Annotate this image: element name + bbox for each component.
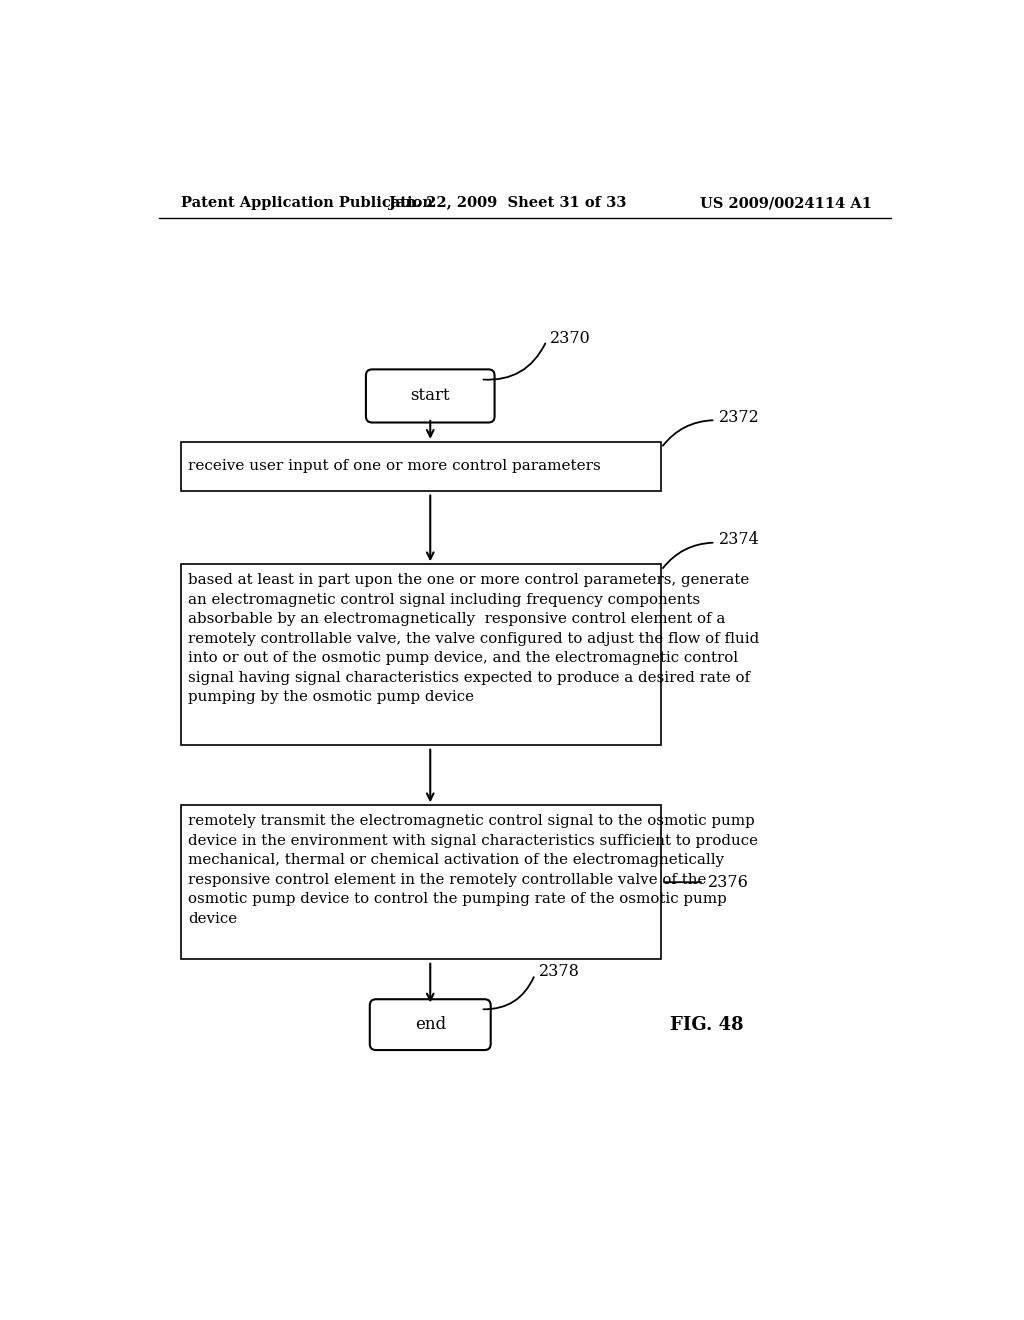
Bar — [180, 442, 662, 491]
Text: 2378: 2378 — [539, 964, 580, 979]
Text: 2374: 2374 — [719, 531, 760, 548]
Text: 2372: 2372 — [719, 409, 760, 425]
Bar — [180, 564, 662, 744]
Text: remotely transmit the electromagnetic control signal to the osmotic pump
device : remotely transmit the electromagnetic co… — [188, 814, 759, 925]
FancyBboxPatch shape — [366, 370, 495, 422]
Text: Patent Application Publication: Patent Application Publication — [180, 197, 433, 210]
Text: 2370: 2370 — [550, 330, 591, 347]
Text: Jan. 22, 2009  Sheet 31 of 33: Jan. 22, 2009 Sheet 31 of 33 — [389, 197, 627, 210]
Text: receive user input of one or more control parameters: receive user input of one or more contro… — [188, 459, 601, 474]
Text: start: start — [411, 388, 451, 404]
Text: FIG. 48: FIG. 48 — [671, 1015, 744, 1034]
Text: based at least in part upon the one or more control parameters, generate
an elec: based at least in part upon the one or m… — [188, 573, 760, 705]
FancyBboxPatch shape — [370, 999, 490, 1051]
Text: US 2009/0024114 A1: US 2009/0024114 A1 — [700, 197, 872, 210]
Bar — [180, 805, 662, 960]
Text: 2376: 2376 — [708, 874, 749, 891]
Text: end: end — [415, 1016, 445, 1034]
